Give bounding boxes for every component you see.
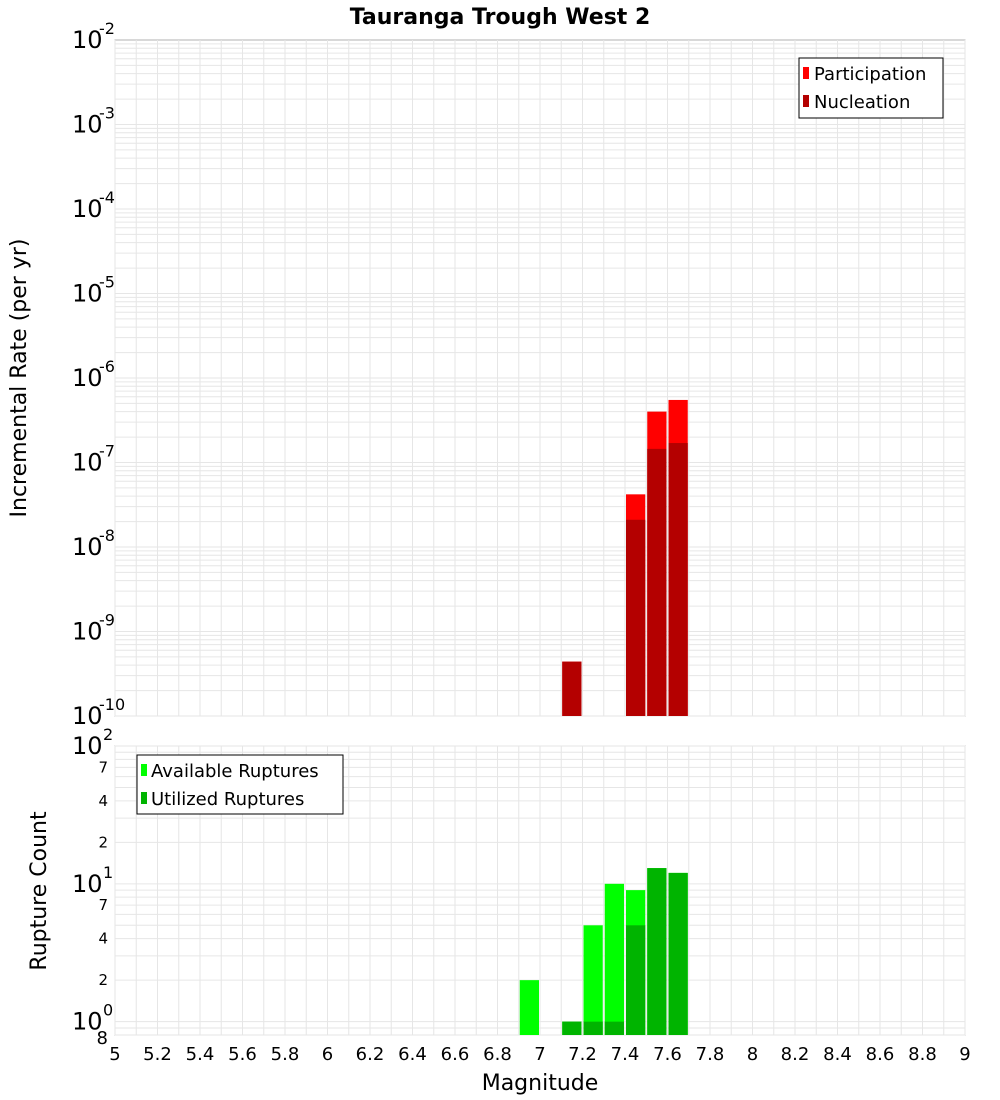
rate-y-tick-exponent: -5 — [99, 273, 115, 292]
x-tick-label: 5.4 — [186, 1044, 215, 1065]
x-tick-label: 8.6 — [866, 1044, 895, 1065]
rate-legend-box — [798, 57, 944, 119]
count-bar-utilized-ruptures — [647, 868, 667, 1035]
rate-bars — [562, 399, 688, 716]
x-tick-label: 5.2 — [143, 1044, 172, 1065]
count-bar-utilized-ruptures — [562, 1021, 582, 1035]
rate-y-tick-base: 10 — [72, 702, 103, 730]
rate-y-tick-base: 10 — [72, 618, 103, 646]
rate-y-tick-base: 10 — [72, 111, 103, 139]
count-bar-utilized-ruptures — [583, 1021, 603, 1035]
x-tick-label: 7.6 — [653, 1044, 682, 1065]
rate-y-tick-exponent: -3 — [99, 104, 115, 123]
legend-label-utilized: Utilized Ruptures — [151, 789, 304, 810]
rate-bar-nucleation — [626, 519, 646, 716]
x-tick-label: 7 — [534, 1044, 545, 1065]
x-tick-label: 5.6 — [228, 1044, 257, 1065]
legend-swatch-participation — [803, 67, 809, 79]
rate-y-tick-base: 10 — [72, 195, 103, 223]
rate-y-tick-exponent: -8 — [99, 526, 115, 545]
x-axis-label: Magnitude — [482, 1071, 599, 1096]
count-bar-available-ruptures — [604, 883, 624, 1035]
count-y-minor-tick: 2 — [98, 971, 108, 989]
count-y-minor-tick: 4 — [98, 792, 108, 810]
x-tick-label: 6.6 — [441, 1044, 470, 1065]
x-tick-label: 5.8 — [271, 1044, 300, 1065]
x-tick-label: 8.2 — [781, 1044, 810, 1065]
x-tick-label: 7.4 — [611, 1044, 640, 1065]
rate-y-tick-exponent: -4 — [99, 188, 115, 207]
rate-y-tick-exponent: -6 — [99, 357, 115, 376]
x-axis-ticks: 5 5.2 5.4 5.6 5.8 6 6.2 6.4 6.6 6.8 7 7.2 7.4 7.6 7.8 8… — [109, 1044, 970, 1065]
count-y-tick-base: 10 — [72, 1008, 103, 1036]
count-y-tick-base: 10 — [72, 870, 103, 898]
count-y-minor-tick: 2 — [98, 833, 108, 851]
count-y-axis-label: Rupture Count — [27, 811, 52, 971]
count-bar-utilized-ruptures — [668, 872, 688, 1035]
rate-bar-nucleation — [562, 661, 582, 716]
x-tick-label: 5 — [109, 1044, 120, 1065]
x-tick-label: 7.2 — [568, 1044, 597, 1065]
count-bar-available-ruptures — [583, 925, 603, 1035]
count-y-tick-exponent: 2 — [103, 725, 113, 744]
x-tick-label: 6.4 — [398, 1044, 427, 1065]
count-legend: Available Ruptures Utilized Ruptures — [136, 754, 344, 815]
rate-y-tick-base: 10 — [72, 26, 103, 54]
rate-bar-nucleation — [647, 448, 667, 716]
count-bar-utilized-ruptures — [626, 925, 646, 1035]
rate-y-axis-label: Incremental Rate (per yr) — [7, 239, 32, 518]
count-y-minor-tick: 8 — [97, 1028, 108, 1049]
count-bar-available-ruptures — [519, 980, 539, 1035]
legend-swatch-available — [141, 764, 147, 776]
rate-y-tick-base: 10 — [72, 533, 103, 561]
rate-legend: Participation Nucleation — [798, 57, 944, 119]
rate-grid — [114, 40, 966, 717]
x-tick-label: 6.8 — [483, 1044, 512, 1065]
x-tick-label: 9 — [959, 1044, 970, 1065]
rate-y-tick-base: 10 — [72, 280, 103, 308]
count-y-tick-exponent: 1 — [103, 863, 113, 882]
legend-label-participation: Participation — [814, 64, 926, 85]
count-y-minor-tick: 7 — [98, 758, 108, 776]
count-y-tick-base: 10 — [72, 732, 103, 760]
legend-swatch-utilized — [141, 792, 147, 804]
count-bar-utilized-ruptures — [604, 1021, 624, 1035]
count-y-tick-exponent: 0 — [103, 1001, 113, 1020]
legend-label-nucleation: Nucleation — [814, 92, 910, 113]
x-tick-label: 6.2 — [356, 1044, 385, 1065]
legend-swatch-nucleation — [803, 95, 809, 107]
count-bars — [519, 868, 688, 1035]
rate-y-tick-exponent: -2 — [99, 19, 115, 38]
rate-y-tick-exponent: -9 — [99, 611, 115, 630]
x-tick-label: 8.8 — [908, 1044, 937, 1065]
x-tick-label: 6 — [322, 1044, 333, 1065]
x-tick-label: 7.8 — [696, 1044, 725, 1065]
count-y-minor-tick: 7 — [98, 896, 108, 914]
count-grid — [114, 745, 966, 1036]
rate-y-tick-exponent: -7 — [99, 442, 115, 461]
rate-y-tick-exponent: -10 — [99, 695, 125, 714]
rate-bar-nucleation — [668, 443, 688, 716]
count-y-minor-tick: 4 — [98, 930, 108, 948]
chart-title: Tauranga Trough West 2 — [350, 5, 651, 30]
rate-y-tick-base: 10 — [72, 449, 103, 477]
rate-y-tick-base: 10 — [72, 364, 103, 392]
legend-label-available: Available Ruptures — [151, 761, 319, 782]
x-tick-label: 8.4 — [823, 1044, 852, 1065]
x-tick-label: 8 — [747, 1044, 758, 1065]
count-legend-box — [136, 754, 344, 815]
